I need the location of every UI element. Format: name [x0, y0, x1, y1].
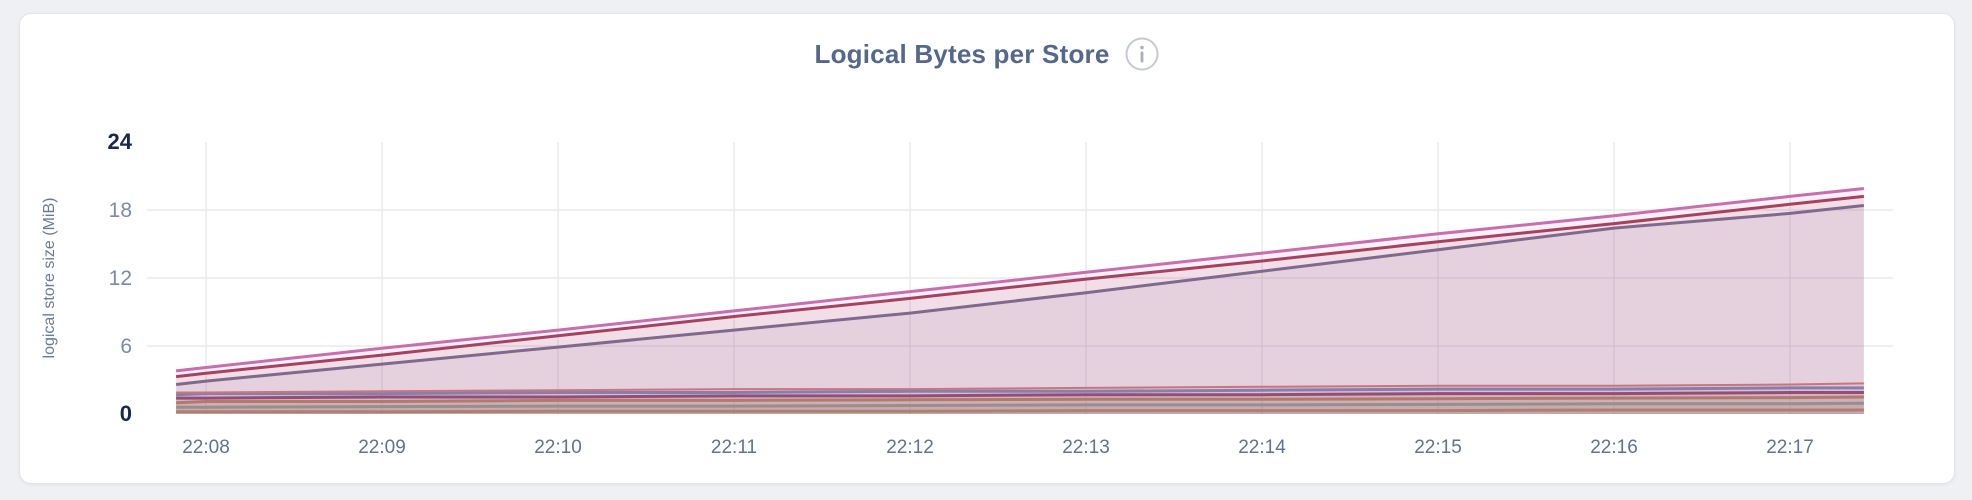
x-tick-label: 22:12: [886, 437, 934, 458]
series-line-store-pink[interactable]: [175, 187, 1865, 373]
series-line-store-plum[interactable]: [176, 391, 1864, 400]
series-line-store-green[interactable]: [176, 401, 1864, 409]
series-area-store-pink: [176, 188, 1864, 414]
series-area-store-steelblue: [176, 387, 1864, 414]
x-tick-label: 22:15: [1414, 437, 1462, 458]
y-tick-label: 24: [108, 129, 133, 154]
chart-title: Logical Bytes per Store: [814, 38, 1110, 69]
series-area-store-crimson: [176, 196, 1864, 414]
y-axis-title: logical store size (MiB): [41, 198, 58, 359]
y-tick-label: 12: [109, 267, 132, 290]
series-area-store-green: [176, 403, 1864, 414]
series-line-store-crimson[interactable]: [175, 194, 1865, 379]
x-tick-label: 22:10: [534, 437, 582, 458]
x-tick-label: 22:09: [358, 437, 406, 458]
y-tick-label: 0: [120, 401, 132, 426]
chart-header: Logical Bytes per Store: [19, 36, 1955, 72]
x-tick-label: 22:16: [1590, 437, 1638, 458]
x-tick-label: 22:08: [182, 437, 230, 458]
series-line-store-slate[interactable]: [175, 204, 1865, 386]
series-area-store-slate: [176, 205, 1864, 414]
series-area-store-salmon: [176, 383, 1864, 414]
series-line-store-steelblue[interactable]: [176, 386, 1864, 397]
series-line-store-gold[interactable]: [176, 395, 1864, 405]
x-tick-label: 22:17: [1766, 437, 1814, 458]
x-tick-label: 22:11: [711, 437, 757, 458]
y-tick-label: 18: [109, 199, 132, 222]
y-tick-label: 6: [120, 335, 132, 358]
series-line-store-salmon[interactable]: [176, 382, 1864, 394]
x-tick-label: 22:14: [1238, 437, 1286, 458]
series-line-store-tan[interactable]: [176, 408, 1864, 414]
x-tick-label: 22:13: [1062, 437, 1110, 458]
info-icon[interactable]: [1124, 36, 1160, 72]
